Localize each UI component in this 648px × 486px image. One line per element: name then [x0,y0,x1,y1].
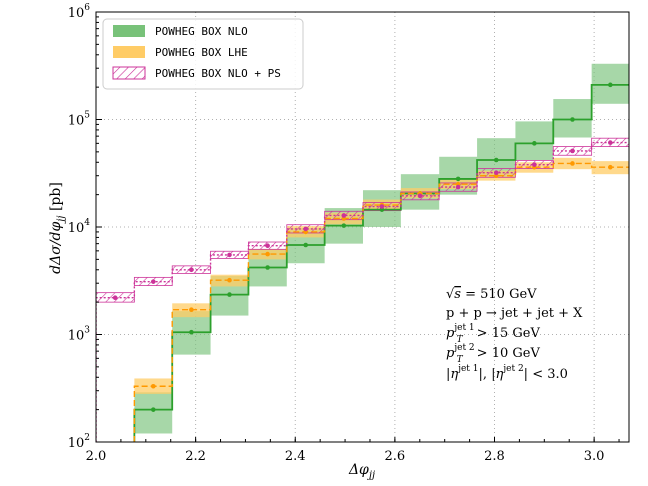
legend-ps-swatch [112,66,146,80]
nlo-data-point [532,141,537,146]
ps-data-point [303,226,309,232]
nlo-data-point [341,223,347,228]
annotation-process: p + p → jet + jet + X [446,306,583,321]
x-tick-label: 2.2 [185,449,206,464]
y-axis-ticks: 102 103 104 105 106 [68,3,102,451]
x-tick-label: 3.0 [584,449,605,464]
x-axis-title: Δφjj [348,462,375,481]
legend: POWHEG BOX NLO POWHEG BOX LHE POWHEG BOX… [102,18,304,90]
annotation-block: √s = 510 GeV p + p → jet + jet + X pjet … [446,287,583,382]
nlo-data-point [150,407,156,412]
ps-data-point [608,140,613,145]
lhe-data-point [189,307,194,313]
lhe-data-point [150,383,156,389]
nlo-data-point [189,329,194,335]
y-axis-title: dΔσ/dφjj [pb] [48,182,67,274]
ps-data-point [112,295,118,300]
ps-data-point [417,193,423,199]
lhe-data-point [570,161,575,166]
legend-ps-label: POWHEG BOX NLO + PS [155,67,281,80]
y-tick-label: 106 [68,3,91,21]
y-tick-label: 104 [68,218,91,236]
y-tick-label: 102 [68,433,90,451]
nlo-data-point [608,82,613,88]
nlo-data-point [227,292,232,297]
lhe-data-point [227,277,232,283]
ps-data-point [570,148,575,154]
ps-data-point [341,213,347,218]
ps-data-point [265,243,270,248]
ps-data-point [532,162,537,167]
nlo-data-point [455,176,461,182]
nlo-step-line [133,83,629,442]
y-tick-label: 105 [68,111,91,129]
nlo-data-point [303,242,309,248]
series-points [112,82,613,412]
ps-data-point [379,204,385,209]
legend-frame [102,18,304,90]
ps-data-point [493,170,499,175]
x-tick-label: 2.4 [285,449,306,464]
ps-data-point [455,184,461,190]
nlo-band-bin [515,121,554,161]
legend-nlo-label: POWHEG BOX NLO [155,25,248,38]
ps-data-point [150,279,156,284]
series-lines [96,83,629,442]
annotation-eta-cut: |ηjet 1|, |ηjet 2| < 3.0 [446,364,568,382]
annotation-jet1-cut: pjet 1 T > 15 GeV [446,323,540,345]
x-tick-label: 2.8 [484,449,505,464]
legend-lhe-swatch [113,46,145,58]
annotation-jet2-cut: pjet 2 T > 10 GeV [446,343,540,365]
x-tick-label: 2.0 [86,449,107,464]
ps-data-point [227,252,232,258]
legend-lhe-label: POWHEG BOX LHE [155,46,248,59]
lhe-data-point [608,164,613,170]
x-tick-label: 2.6 [385,449,406,464]
nlo-band-bin [134,392,173,434]
nlo-data-point [570,117,575,122]
annotation-sqrt-s: √s = 510 GeV [446,287,537,302]
lhe-data-point [265,251,270,257]
ps-data-point [189,267,194,273]
nlo-data-point [493,157,499,163]
lhe-step-line [133,162,629,442]
nlo-data-point [265,265,270,270]
legend-nlo-swatch [113,25,145,37]
x-axis-ticks: 2.0 2.2 2.4 2.6 2.8 3.0 [86,437,620,464]
ps-step-line [96,141,629,442]
y-tick-label: 103 [68,326,91,344]
